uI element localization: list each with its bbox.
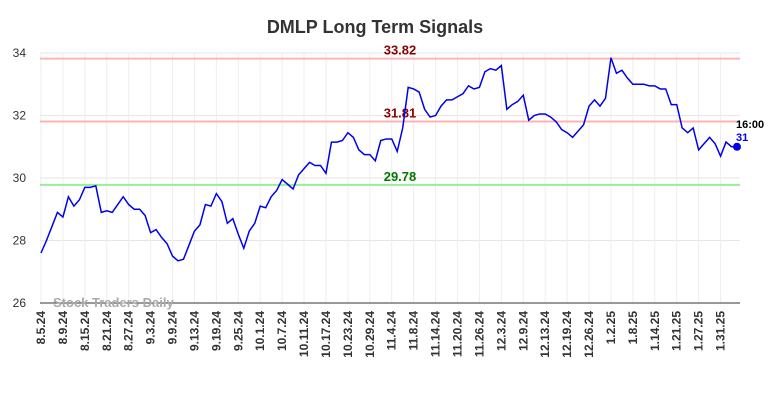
x-tick-label: 10.29.24 <box>363 311 377 358</box>
reference-label: 31.81 <box>384 105 417 120</box>
chart-title: DMLP Long Term Signals <box>267 17 483 37</box>
x-tick-label: 1.27.25 <box>692 311 706 351</box>
x-tick-label: 1.8.25 <box>626 311 640 345</box>
y-tick-label: 26 <box>13 296 27 310</box>
x-tick-label: 1.31.25 <box>714 311 728 351</box>
x-tick-label: 10.17.24 <box>319 311 333 358</box>
x-tick-label: 12.9.24 <box>516 311 530 351</box>
x-tick-label: 11.8.24 <box>407 311 421 351</box>
y-tick-label: 28 <box>13 234 27 248</box>
x-tick-label: 10.23.24 <box>341 311 355 358</box>
reference-label: 33.82 <box>384 43 417 58</box>
reference-label: 29.78 <box>384 169 417 184</box>
watermark: Stock Traders Daily <box>53 295 174 310</box>
x-tick-label: 1.14.25 <box>648 311 662 351</box>
last-point <box>733 142 741 151</box>
x-tick-label: 11.20.24 <box>451 311 465 357</box>
x-tick-label: 8.27.24 <box>122 311 136 351</box>
x-tick-label: 8.15.24 <box>78 311 92 351</box>
x-tick-label: 9.19.24 <box>209 311 223 351</box>
y-tick-label: 34 <box>13 46 27 60</box>
x-tick-label: 12.26.24 <box>582 311 596 358</box>
x-tick-label: 8.9.24 <box>56 311 70 345</box>
y-tick-label: 30 <box>13 171 27 185</box>
x-tick-label: 10.7.24 <box>275 311 289 351</box>
x-tick-label: 1.2.25 <box>604 311 618 345</box>
x-tick-label: 12.19.24 <box>560 311 574 358</box>
x-tick-label: 8.21.24 <box>100 311 114 351</box>
x-tick-label: 12.13.24 <box>538 311 552 358</box>
x-tick-label: 12.3.24 <box>494 311 508 351</box>
x-tick-label: 1.21.25 <box>670 311 684 351</box>
x-tick-label: 10.11.24 <box>297 311 311 357</box>
x-tick-label: 11.4.24 <box>385 311 399 351</box>
x-tick-label: 9.13.24 <box>187 311 201 351</box>
x-tick-label: 10.1.24 <box>253 311 267 351</box>
y-tick-label: 32 <box>13 109 27 123</box>
x-tick-label: 11.14.24 <box>429 311 443 357</box>
x-tick-label: 11.26.24 <box>472 311 486 357</box>
x-tick-label: 9.25.24 <box>231 311 245 351</box>
x-tick-label: 9.9.24 <box>166 311 180 345</box>
x-tick-label: 8.5.24 <box>34 311 48 345</box>
x-tick-label: 9.3.24 <box>144 311 158 345</box>
line-series <box>40 57 737 262</box>
end-value-label: 31 <box>736 132 748 144</box>
end-time-label: 16:00 <box>736 119 764 131</box>
